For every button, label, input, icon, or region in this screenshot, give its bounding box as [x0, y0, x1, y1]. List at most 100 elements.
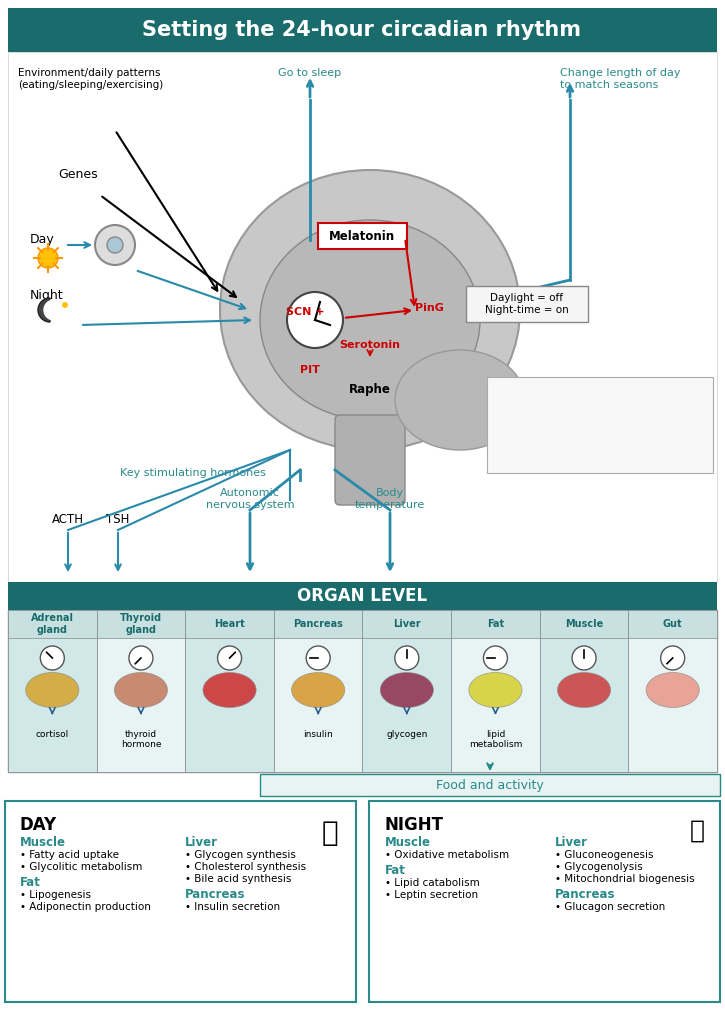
- Text: CLOCK' SCN: CLOCK' SCN: [495, 402, 549, 411]
- Text: PinG: PinG: [415, 303, 444, 313]
- Text: Thyroid
gland: Thyroid gland: [120, 613, 162, 635]
- Text: Gut: Gut: [663, 618, 682, 629]
- Text: PIT: PIT: [300, 365, 320, 375]
- Text: • Insulin secretion: • Insulin secretion: [185, 902, 280, 912]
- Text: ORGAN LEVEL: ORGAN LEVEL: [297, 587, 427, 605]
- Ellipse shape: [395, 350, 525, 450]
- Circle shape: [287, 292, 343, 348]
- Text: thyroid
hormone: thyroid hormone: [120, 730, 161, 750]
- Text: Autonomic
nervous system: Autonomic nervous system: [206, 488, 294, 510]
- FancyBboxPatch shape: [335, 415, 405, 505]
- Text: ACTH: ACTH: [52, 513, 84, 526]
- Ellipse shape: [291, 673, 345, 708]
- FancyBboxPatch shape: [274, 610, 362, 638]
- Circle shape: [107, 237, 123, 253]
- FancyBboxPatch shape: [8, 610, 96, 638]
- FancyBboxPatch shape: [362, 610, 451, 772]
- Text: Muscle: Muscle: [565, 618, 603, 629]
- Text: Food and activity: Food and activity: [436, 778, 544, 792]
- Text: PinG: PinG: [495, 438, 515, 447]
- Text: • Glucagon secretion: • Glucagon secretion: [555, 902, 666, 912]
- Text: Key stimulating hormones: Key stimulating hormones: [120, 468, 266, 478]
- Text: Fat: Fat: [487, 618, 504, 629]
- Text: • Oxidative metabolism: • Oxidative metabolism: [385, 850, 509, 860]
- Text: • Lipid catabolism: • Lipid catabolism: [385, 878, 480, 888]
- Text: Heart: Heart: [214, 618, 245, 629]
- Text: cortisol: cortisol: [36, 730, 69, 739]
- FancyBboxPatch shape: [8, 582, 717, 610]
- Circle shape: [395, 646, 419, 670]
- Text: Serotonin: Serotonin: [339, 340, 400, 350]
- Circle shape: [44, 300, 64, 319]
- Ellipse shape: [25, 673, 79, 708]
- Text: lipid
metabolism: lipid metabolism: [469, 730, 522, 750]
- Circle shape: [62, 302, 68, 308]
- FancyBboxPatch shape: [260, 774, 720, 796]
- Ellipse shape: [220, 170, 520, 450]
- Text: • Gluconeogenesis: • Gluconeogenesis: [555, 850, 653, 860]
- Text: Day: Day: [30, 233, 55, 247]
- Text: Go to sleep: Go to sleep: [278, 68, 341, 78]
- Text: Fat: Fat: [20, 876, 41, 889]
- FancyBboxPatch shape: [96, 610, 186, 638]
- Text: Raphe: Raphe: [349, 384, 391, 396]
- Text: Environment/daily patterns
(eating/sleeping/exercising): Environment/daily patterns (eating/sleep…: [18, 68, 163, 90]
- FancyBboxPatch shape: [629, 610, 717, 772]
- FancyBboxPatch shape: [274, 610, 362, 772]
- Ellipse shape: [260, 220, 480, 420]
- FancyBboxPatch shape: [451, 610, 539, 772]
- FancyBboxPatch shape: [8, 8, 717, 52]
- Circle shape: [660, 646, 684, 670]
- Text: = thyroid-stimulating hormone: = thyroid-stimulating hormone: [543, 462, 684, 471]
- FancyBboxPatch shape: [487, 377, 713, 473]
- Text: glycogen: glycogen: [386, 730, 428, 739]
- Text: • Adiponectin production: • Adiponectin production: [20, 902, 151, 912]
- Wedge shape: [38, 298, 50, 322]
- FancyBboxPatch shape: [318, 223, 407, 249]
- FancyBboxPatch shape: [8, 610, 717, 772]
- Circle shape: [218, 646, 241, 670]
- Ellipse shape: [646, 673, 700, 708]
- FancyBboxPatch shape: [369, 801, 720, 1002]
- Text: insulin: insulin: [303, 730, 333, 739]
- FancyBboxPatch shape: [539, 610, 629, 772]
- FancyBboxPatch shape: [5, 801, 356, 1002]
- Text: Adrenal
gland: Adrenal gland: [30, 613, 74, 635]
- Text: Liver: Liver: [393, 618, 420, 629]
- Text: – sets the time): – sets the time): [543, 414, 619, 423]
- Ellipse shape: [469, 673, 522, 708]
- FancyBboxPatch shape: [362, 610, 451, 638]
- Text: Body
temperature: Body temperature: [355, 488, 425, 510]
- Text: Night: Night: [30, 289, 64, 301]
- FancyBboxPatch shape: [96, 610, 186, 772]
- Text: • Glycogen synthesis: • Glycogen synthesis: [185, 850, 296, 860]
- FancyBboxPatch shape: [466, 286, 588, 322]
- Text: • Cholesterol synthesis: • Cholesterol synthesis: [185, 862, 306, 872]
- Text: Daylight = off
Night-time = on: Daylight = off Night-time = on: [485, 293, 569, 314]
- FancyBboxPatch shape: [186, 610, 274, 772]
- Circle shape: [572, 646, 596, 670]
- Text: Muscle: Muscle: [385, 836, 431, 849]
- Text: TSH: TSH: [107, 513, 130, 526]
- Ellipse shape: [558, 673, 610, 708]
- Circle shape: [38, 248, 58, 268]
- Text: • Glycogenolysis: • Glycogenolysis: [555, 862, 643, 872]
- Text: • Fatty acid uptake: • Fatty acid uptake: [20, 850, 119, 860]
- Text: SCN +: SCN +: [286, 307, 324, 317]
- Text: NIGHT: NIGHT: [385, 816, 444, 834]
- Circle shape: [306, 646, 330, 670]
- Circle shape: [41, 646, 65, 670]
- Text: • Bile acid synthesis: • Bile acid synthesis: [185, 874, 291, 884]
- FancyBboxPatch shape: [539, 610, 629, 638]
- Circle shape: [484, 646, 508, 670]
- Circle shape: [95, 225, 135, 265]
- Text: • Leptin secretion: • Leptin secretion: [385, 890, 478, 900]
- Text: Melatonin: Melatonin: [329, 229, 395, 243]
- Text: = adrenocorticotropic hormone: = adrenocorticotropic hormone: [543, 450, 685, 459]
- Text: DAY: DAY: [20, 816, 57, 834]
- Text: Change length of day
to match seasons: Change length of day to match seasons: [560, 68, 681, 90]
- Text: Liver: Liver: [555, 836, 588, 849]
- Text: Liver: Liver: [185, 836, 218, 849]
- Text: = pineal gland: = pineal gland: [543, 438, 610, 447]
- Text: Pancreas: Pancreas: [293, 618, 343, 629]
